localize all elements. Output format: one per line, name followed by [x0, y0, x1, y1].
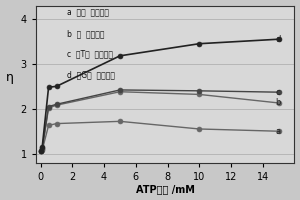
Text: a: a — [275, 127, 281, 136]
Text: a  不分  裂适配体: a 不分 裂适配体 — [67, 9, 109, 18]
Text: c: c — [275, 88, 280, 97]
X-axis label: ATP浓度 /mM: ATP浓度 /mM — [136, 184, 195, 194]
Text: d: d — [275, 35, 281, 44]
Text: d  富G分  裂适配体: d 富G分 裂适配体 — [67, 70, 115, 79]
Y-axis label: η: η — [6, 71, 14, 84]
Text: b: b — [275, 98, 281, 107]
Text: c  富T分  裂适配体: c 富T分 裂适配体 — [67, 50, 113, 59]
Text: b  分  裂适配体: b 分 裂适配体 — [67, 29, 104, 38]
